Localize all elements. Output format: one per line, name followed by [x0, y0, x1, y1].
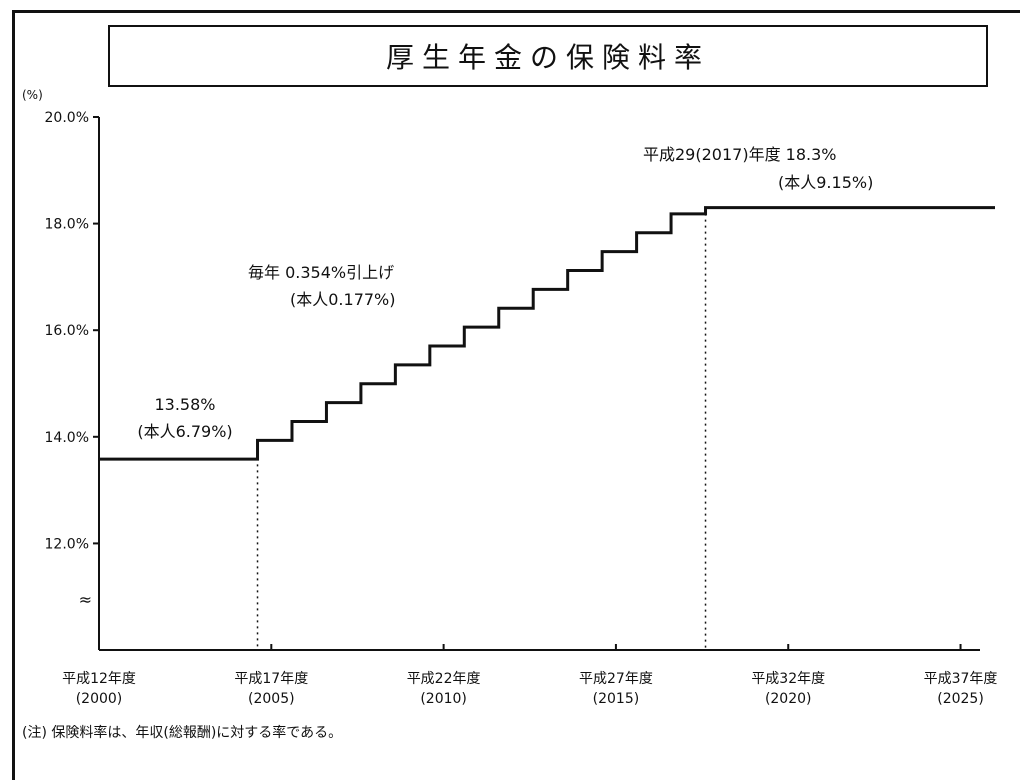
y-ticks: 20.0% 18.0% 16.0% 14.0% 12.0%	[45, 110, 99, 552]
y-tick-label: 16.0%	[45, 323, 89, 339]
chart-title: 厚生年金の保険料率	[385, 41, 710, 74]
dotted-guide-lines	[256, 207, 707, 650]
x-tick-label: 平成37年度	[924, 671, 998, 687]
y-axis-unit-label: (%)	[22, 88, 43, 102]
annotation-start-rate: 13.58%	[154, 395, 215, 414]
x-tick-label: 平成32年度	[751, 671, 825, 687]
annotation-final-rate: 平成29(2017)年度 18.3%	[643, 145, 836, 164]
x-tick-year-label: (2020)	[765, 691, 812, 707]
annotation-final-rate-self: (本人9.15%)	[778, 173, 873, 192]
x-tick-label: 平成22年度	[407, 671, 481, 687]
step-series-line	[99, 206, 995, 461]
y-tick-label: 20.0%	[45, 110, 89, 126]
x-tick-year-label: (2010)	[420, 691, 467, 707]
footnote: (注) 保険料率は、年収(総報酬)に対する率である。	[22, 725, 343, 741]
x-tick-label: 平成17年度	[234, 671, 308, 687]
frame-top-border	[12, 10, 1020, 13]
x-tick-year-label: (2005)	[248, 691, 295, 707]
y-tick-label: 18.0%	[45, 217, 89, 233]
y-tick-label: 14.0%	[45, 430, 89, 446]
annotation-start-rate-self: (本人6.79%)	[137, 422, 232, 441]
x-tick-label: 平成27年度	[579, 671, 653, 687]
frame-left-border	[12, 10, 15, 780]
axis-break-symbol: ≈	[79, 590, 92, 609]
annotation-annual-increase: 毎年 0.354%引上げ	[248, 263, 394, 282]
chart-title-box: 厚生年金の保険料率	[108, 25, 988, 87]
annotation-annual-increase-self: (本人0.177%)	[290, 290, 396, 309]
x-tick-year-label: (2000)	[76, 691, 123, 707]
y-tick-label: 12.0%	[45, 536, 89, 552]
x-tick-year-label: (2015)	[593, 691, 640, 707]
x-ticks: 平成12年度 (2000) 平成17年度 (2005) 平成22年度 (2010) 平成27…	[62, 644, 997, 707]
x-tick-label: 平成12年度	[62, 671, 136, 687]
x-tick-year-label: (2025)	[937, 691, 984, 707]
